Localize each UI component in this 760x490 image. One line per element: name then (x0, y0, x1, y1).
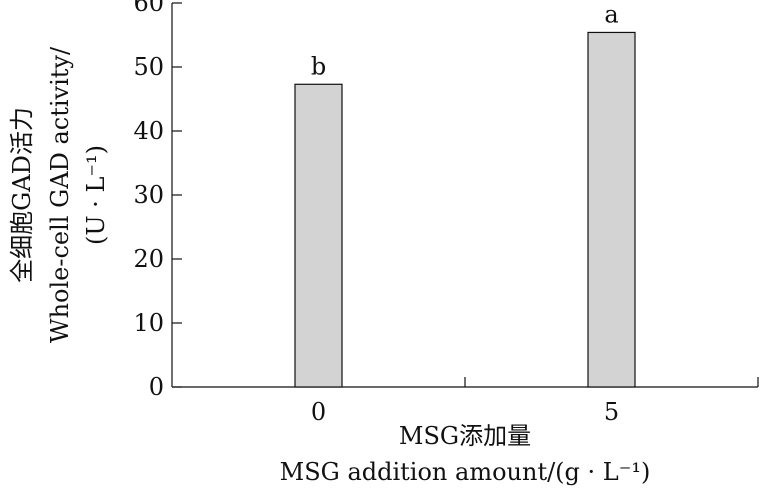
bar-0 (294, 83, 343, 388)
y-tick-label: 10 (133, 309, 164, 337)
bars: ba (294, 0, 636, 388)
x-axis-title: MSG添加量 MSG addition amount/(g · L⁻¹) (280, 422, 651, 486)
bar-significance-label: a (604, 0, 618, 28)
x-tick-label: 0 (311, 398, 326, 426)
y-tick-label: 40 (133, 117, 164, 145)
x-axis-title-line-1: MSG添加量 (399, 422, 531, 450)
y-tick-label: 30 (133, 181, 164, 209)
y-axis-title: 全细胞GAD活力 Whole-cell GAD activity/ (U · L… (8, 46, 110, 343)
y-axis-title-line-2: Whole-cell GAD activity/ (46, 46, 74, 343)
y-tick-label: 60 (133, 0, 164, 17)
bar-5 (587, 31, 636, 388)
y-axis-title-line-3: (U · L⁻¹) (82, 145, 110, 245)
axes (171, 3, 759, 388)
y-axis-title-line-1: 全细胞GAD活力 (8, 107, 36, 283)
y-ticks: 0 10 20 30 40 50 60 (133, 0, 182, 401)
y-tick-label: 0 (149, 373, 164, 401)
x-tick-label: 5 (604, 398, 619, 426)
bar-significance-label: b (311, 52, 326, 80)
y-tick-label: 20 (133, 245, 164, 273)
y-tick-label: 50 (133, 53, 164, 81)
x-axis-title-line-2: MSG addition amount/(g · L⁻¹) (280, 458, 651, 486)
